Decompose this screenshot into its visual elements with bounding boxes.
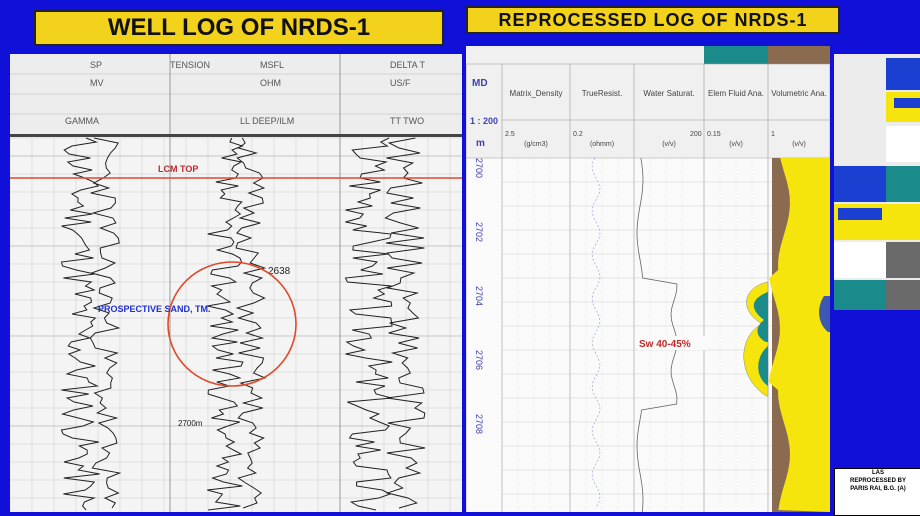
resistivity-curve-1 [207, 137, 244, 511]
track-unit-1: (ohmm) [590, 141, 614, 148]
elem-fluid-teal-shape [753, 292, 768, 386]
reprocessed-log-svg: MD 1 : 200 m Matrix_Density (g/cm3) 2.5 Tru… [466, 46, 830, 512]
depth-header-unit: m [476, 138, 485, 149]
sw-annotation: Sw 40-45% [639, 339, 691, 350]
track-scale-left-1: 0.2 [573, 131, 583, 138]
track-header-4: Volumetric Ana. [771, 89, 827, 98]
track-header-0: Matrix_Density [510, 89, 563, 98]
depth-tick-2708: 2708 [474, 414, 484, 434]
legend-swatch-teal-1 [886, 166, 920, 202]
depth-tick-2702: 2702 [474, 222, 484, 242]
track-header-3: Elem Fluid Ana. [708, 89, 764, 98]
depth-tick-2704: 2704 [474, 286, 484, 306]
depth-header-scale: 1 : 200 [470, 116, 498, 126]
track-scale-left-0: 2.5 [505, 131, 515, 138]
left-hdr-deltat: DELTA T [390, 60, 426, 70]
legend-swatch-yellow-3 [886, 204, 920, 240]
left-log-svg: SP TENSION MSFL DELTA T MV OHM US/F GAMM… [10, 54, 462, 512]
gamma-curve [60, 137, 100, 511]
depth-tick-2706: 2706 [474, 350, 484, 370]
sp-curve [89, 137, 122, 509]
left-hdr-msfl: MSFL [260, 60, 284, 70]
credits-line-1: LAS [872, 470, 884, 476]
credits-line-2: REPROCESSED BY [849, 478, 906, 484]
depth-header-md: MD [472, 78, 488, 89]
resistivity-curve-2 [235, 137, 267, 509]
depth-mark-2700m: 2700m [178, 419, 203, 428]
track-unit-2: (v/v) [662, 141, 676, 148]
legend-svg [834, 58, 920, 310]
depth-mark-2638: 2638 [268, 266, 291, 277]
left-hdr-tttwo: TT TWO [390, 116, 424, 126]
elem-fluid-blue-shape [819, 296, 830, 332]
track-scale-right-2: 200 [690, 131, 702, 138]
left-hdr-unit-usf: US/F [390, 78, 411, 88]
track-unit-4: (v/v) [792, 141, 806, 148]
title-right: REPROCESSED LOG OF NRDS-1 [466, 6, 840, 34]
left-hdr-lldeep: LL DEEP/ILM [240, 116, 294, 126]
legend-swatch-blue-2 [834, 166, 886, 202]
credits-box: LAS REPROCESSED BY PARIS RAI, B.G. (A) [834, 468, 920, 516]
true-resist-curve [591, 157, 601, 509]
lcm-top-label: LCM TOP [158, 164, 198, 174]
credits-line-3: PARIS RAI, B.G. (A) [850, 486, 906, 492]
track-header-1: TrueResist. [582, 89, 623, 98]
left-hdr-unit-ohm: OHM [260, 78, 281, 88]
left-hdr-sp: SP [90, 60, 102, 70]
prospective-sand-label: PROSPECTIVE SAND, TM. [98, 304, 211, 314]
track-scale-left-3: 0.15 [707, 131, 721, 138]
delta-t-curve-2 [384, 137, 426, 509]
legend-swatch-blue-small [894, 98, 920, 108]
track-unit-3: (v/v) [729, 141, 743, 148]
track-scale-left-4: 1 [771, 131, 775, 138]
delta-t-curve-1 [344, 137, 393, 511]
legend-swatch-teal-2 [834, 280, 886, 310]
title-left: WELL LOG OF NRDS-1 [34, 10, 444, 46]
depth-tick-2700: 2700 [474, 158, 484, 178]
legend-swatch-gray-2 [886, 280, 920, 310]
left-hdr-gamma: GAMMA [65, 116, 99, 126]
legend-swatch-white [886, 126, 920, 162]
legend-swatch-white-2 [834, 242, 886, 278]
legend-swatch-blue-inner [838, 208, 882, 220]
track-unit-0: (g/cm3) [524, 141, 548, 148]
water-saturation-curve [636, 157, 678, 512]
prospective-zone-circle [167, 261, 297, 387]
legend-swatch-gray [886, 242, 920, 278]
legend-panel [834, 54, 920, 310]
left-well-log-panel: SP TENSION MSFL DELTA T MV OHM US/F GAMM… [10, 54, 462, 512]
reprocessed-log-panel: MD 1 : 200 m Matrix_Density (g/cm3) 2.5 Tru… [466, 46, 830, 512]
left-hdr-tension: TENSION [170, 60, 210, 70]
left-hdr-unit-mv: MV [90, 78, 104, 88]
legend-swatch-blue-1 [886, 58, 920, 90]
volumetric-yellow-fill [768, 158, 830, 512]
track-header-2: Water Saturat. [643, 89, 694, 98]
